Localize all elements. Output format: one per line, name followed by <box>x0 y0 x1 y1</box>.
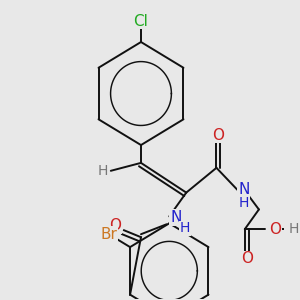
Text: Br: Br <box>100 226 117 242</box>
Text: N: N <box>170 210 182 225</box>
Text: H: H <box>98 164 108 178</box>
Text: Cl: Cl <box>134 14 148 29</box>
Text: H: H <box>289 222 299 236</box>
Text: N: N <box>238 182 250 197</box>
Text: O: O <box>269 222 281 237</box>
Text: O: O <box>241 251 253 266</box>
Text: O: O <box>110 218 122 233</box>
Text: H: H <box>238 196 249 209</box>
Text: H: H <box>180 221 190 235</box>
Text: O: O <box>212 128 224 142</box>
